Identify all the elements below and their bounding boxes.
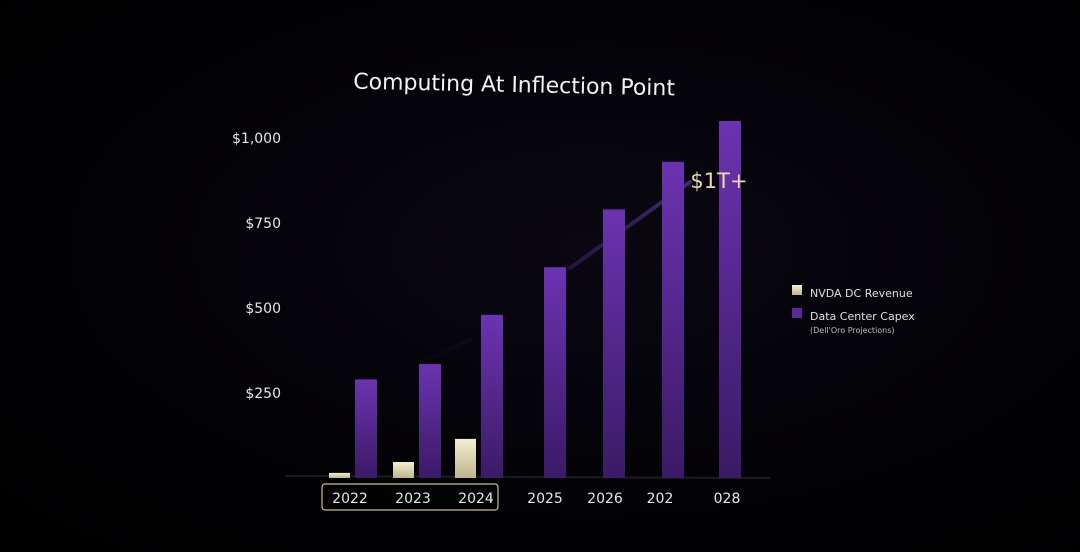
- bars: [329, 121, 741, 479]
- y-tick-label: $750: [245, 216, 281, 232]
- highlight-box: [321, 483, 499, 511]
- bar-revenue-2024: [455, 438, 476, 478]
- x-tick-label: 202: [647, 491, 674, 507]
- y-tick-label: $250: [245, 386, 281, 402]
- legend-swatch-capex: [792, 308, 802, 318]
- y-tick-label: $500: [245, 301, 281, 317]
- legend: NVDA DC Revenue Data Center Capex (Dell'…: [792, 285, 915, 335]
- legend-label-revenue: NVDA DC Revenue: [810, 287, 913, 300]
- x-tick-label: 2022: [332, 491, 368, 507]
- chart-title: Computing At Inflection Point: [353, 70, 676, 102]
- x-tick-label: 2023: [395, 491, 431, 507]
- y-tick-label: $1,000: [232, 131, 281, 147]
- x-tick-label: 028: [714, 491, 741, 507]
- x-tick-label: 2024: [458, 491, 494, 507]
- bar-capex-2025: [544, 267, 566, 478]
- bar-capex-2027: [662, 161, 684, 479]
- bar-capex-2028: [719, 121, 741, 478]
- x-axis-ticks: 2022 2023 2024 2025 2026 202 028: [332, 491, 740, 507]
- bar-revenue-2022: [329, 472, 350, 478]
- legend-swatch-revenue: [792, 285, 802, 295]
- annotation-1t: $1T+: [690, 169, 747, 193]
- bar-capex-2022: [355, 379, 377, 478]
- x-tick-label: 2025: [527, 491, 563, 507]
- bar-revenue-2023: [393, 462, 414, 478]
- bar-capex-2024: [481, 314, 503, 478]
- bar-capex-2026: [603, 209, 625, 478]
- y-axis-ticks: $1,000 $750 $500 $250: [232, 131, 281, 402]
- x-tick-label: 2026: [587, 491, 623, 507]
- legend-note: (Dell'Oro Projections): [810, 326, 895, 335]
- bar-capex-2023: [419, 364, 441, 478]
- legend-label-capex: Data Center Capex: [810, 310, 915, 323]
